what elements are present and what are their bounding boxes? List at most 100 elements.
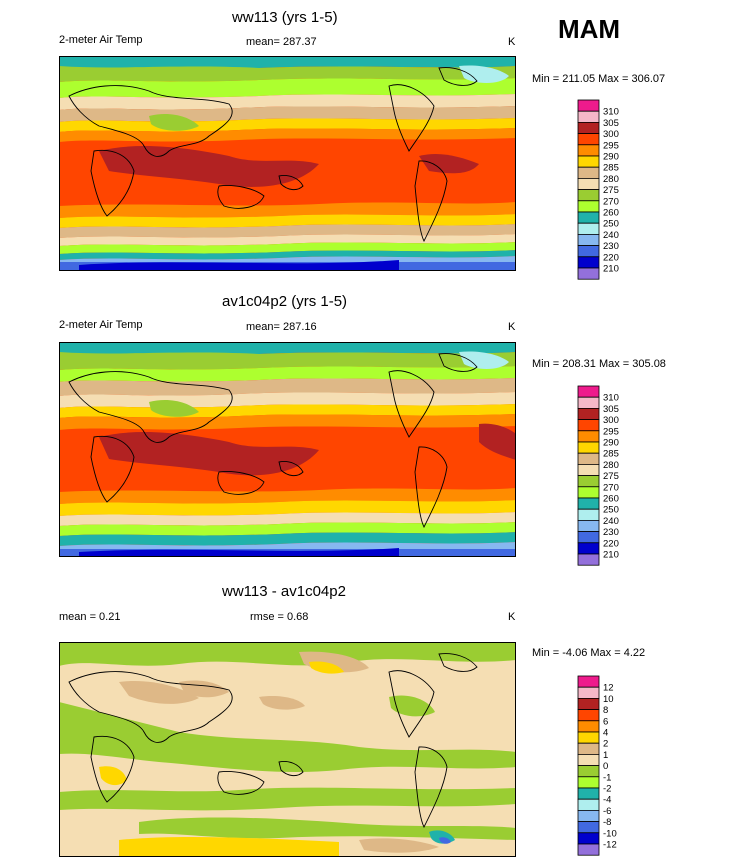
map-band — [59, 512, 516, 526]
map-anomaly — [59, 702, 516, 772]
colorbar-swatch — [577, 233, 600, 246]
colorbar-swatch — [577, 821, 600, 834]
map-anomaly — [389, 695, 435, 717]
colorbar-level-label: 230 — [603, 527, 619, 538]
panel3-min-max: Min = -4.06 Max = 4.22 — [532, 647, 646, 659]
colorbar-swatch — [577, 497, 600, 510]
map-anomaly — [119, 680, 199, 704]
colorbar-swatch — [577, 144, 600, 157]
map-band — [59, 56, 516, 70]
colorbar-swatch — [577, 452, 600, 465]
colorbar-swatch — [577, 697, 600, 710]
colorbar-level-label: 310 — [603, 393, 619, 404]
map-band — [59, 250, 516, 260]
colorbar-swatch — [577, 754, 600, 767]
colorbar-level-label: 300 — [603, 129, 619, 140]
map-anomaly — [59, 787, 516, 811]
colorbar-swatch — [577, 832, 600, 845]
colorbar-swatch — [577, 475, 600, 488]
panel3-rmse: rmse = 0.68 — [250, 611, 309, 623]
panel2-min-max: Min = 208.31 Max = 305.08 — [532, 358, 666, 370]
colorbar-swatch — [577, 742, 600, 755]
colorbar-level-label: 10 — [603, 694, 614, 705]
colorbar-swatch — [577, 531, 600, 544]
colorbar-level-label: -1 — [603, 772, 611, 783]
colorbar-level-label: 12 — [603, 683, 614, 694]
colorbar-swatch — [577, 222, 600, 235]
season-label: MAM — [558, 14, 621, 44]
colorbar-swatch — [577, 553, 600, 566]
map-band — [59, 378, 516, 396]
colorbar-level-label: -12 — [603, 840, 617, 851]
colorbar-level-label: 250 — [603, 219, 619, 230]
map-warm-pool — [479, 423, 516, 460]
panel2-colorbar: 310 305 300 295 290 285 280 275 270 260 250 240 230 2… — [577, 385, 638, 567]
map-warm-pool — [99, 146, 319, 187]
colorbar-level-label: 305 — [603, 118, 619, 129]
map-band — [59, 214, 516, 228]
colorbar-swatch — [577, 178, 600, 191]
map-plateau — [459, 65, 509, 83]
colorbar-swatch — [577, 686, 600, 699]
panel1-units: K — [508, 36, 516, 48]
colorbar-swatch — [577, 121, 600, 134]
map-band — [59, 342, 516, 356]
colorbar-swatch — [577, 809, 600, 822]
colorbar-swatch — [577, 110, 600, 123]
map-coastlines — [68, 353, 478, 529]
panel3-title: ww113 - av1c04p2 — [222, 583, 346, 600]
colorbar-svg: 3103053002952902852802752702602502402302… — [577, 99, 619, 280]
colorbar-swatch — [577, 245, 600, 258]
colorbar-level-label: 295 — [603, 426, 619, 437]
panel1-min-max: Min = 211.05 Max = 306.07 — [532, 73, 666, 85]
colorbar-swatch — [577, 709, 600, 722]
colorbar-level-label: -4 — [603, 795, 611, 806]
map-band — [59, 202, 516, 218]
panel2-units: K — [508, 321, 516, 333]
colorbar-swatch — [577, 407, 600, 420]
map-band — [59, 352, 516, 370]
colorbar-swatch — [577, 396, 600, 409]
map-band — [59, 256, 516, 262]
colorbar-level-label: 1 — [603, 750, 608, 761]
colorbar-swatch — [577, 508, 600, 521]
map-band — [59, 224, 516, 238]
panel2-mean: mean= 287.16 — [246, 321, 317, 333]
colorbar-level-label: 4 — [603, 728, 608, 739]
colorbar-swatch — [577, 211, 600, 224]
colorbar-level-label: 250 — [603, 505, 619, 516]
map-anomaly — [99, 766, 127, 786]
colorbar-level-label: 240 — [603, 230, 619, 241]
colorbar-swatch — [577, 99, 600, 112]
map-band — [59, 66, 516, 82]
colorbar-level-label: 270 — [603, 196, 619, 207]
colorbar-swatch — [577, 256, 600, 269]
map-band — [79, 260, 399, 271]
map-band — [59, 488, 516, 504]
colorbar-swatch — [577, 720, 600, 733]
colorbar-level-label: 300 — [603, 415, 619, 426]
map-plateau — [149, 400, 199, 417]
colorbar-level-label: 0 — [603, 761, 608, 772]
map-anomaly — [259, 696, 305, 710]
colorbar-level-label: 275 — [603, 185, 619, 196]
colorbar-level-label: 2 — [603, 739, 608, 750]
colorbar-swatch — [577, 519, 600, 532]
map-anomaly — [309, 661, 344, 674]
colorbar-level-label: 260 — [603, 494, 619, 505]
map-band — [59, 500, 516, 516]
panel2-map — [59, 342, 516, 557]
colorbar-level-label: 220 — [603, 538, 619, 549]
colorbar-level-label: 260 — [603, 208, 619, 219]
colorbar-level-label: 6 — [603, 716, 608, 727]
map-band — [59, 532, 516, 546]
map-warm-pool — [419, 153, 479, 174]
panel1-map — [59, 56, 516, 271]
colorbar-swatch — [577, 385, 600, 398]
map-band — [59, 128, 516, 142]
colorbar-swatch — [577, 189, 600, 202]
map-band — [59, 78, 516, 98]
colorbar-swatch — [577, 765, 600, 778]
panel2-title: av1c04p2 (yrs 1-5) — [222, 293, 348, 310]
